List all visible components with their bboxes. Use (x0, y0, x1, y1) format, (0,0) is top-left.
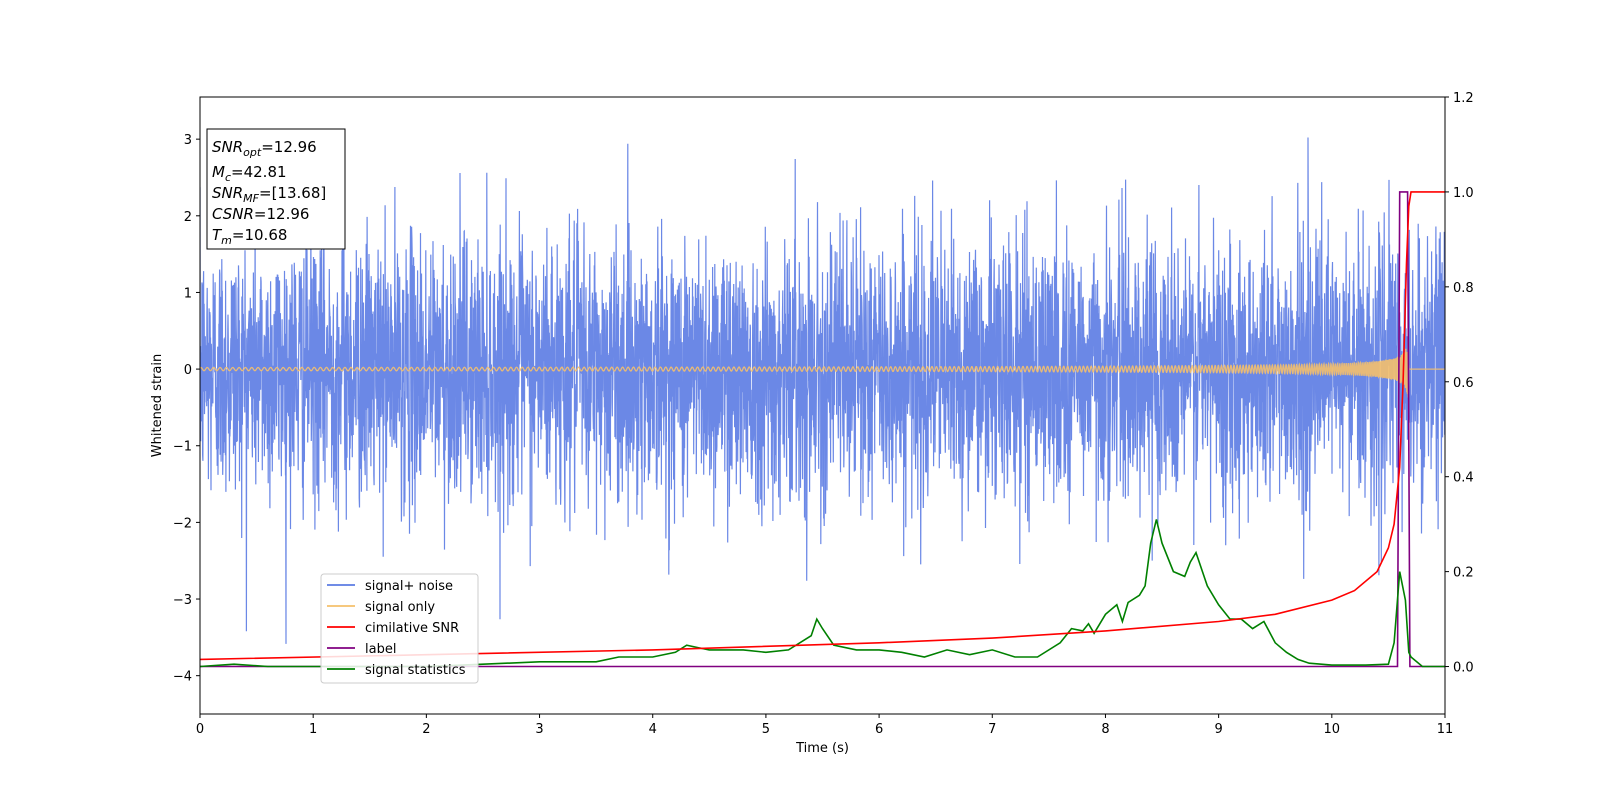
y-tick-label: 1 (184, 286, 192, 301)
y2-tick-label: 1.0 (1453, 186, 1474, 201)
x-axis-title: Time (s) (795, 741, 849, 756)
y2-tick-label: 0.0 (1453, 661, 1474, 676)
legend-frame (320, 573, 479, 684)
info-box-frame (206, 128, 346, 250)
info-box-line: Mc=42.81 (212, 163, 287, 184)
legend-label: signal only (365, 600, 435, 615)
series-line-signal-noise (200, 137, 1445, 644)
y2-tick-label: 0.8 (1453, 281, 1474, 296)
x-tick-label: 8 (1101, 722, 1109, 737)
series-line-signal-statistics (200, 519, 1445, 668)
x-tick-label: 1 (309, 722, 317, 737)
y-tick-label: 0 (184, 363, 192, 378)
y-axis-title: Whitened strain (150, 354, 165, 457)
legend-label: signal statistics (365, 663, 466, 678)
x-tick-label: 2 (422, 722, 430, 737)
x-tick-label: 5 (762, 722, 770, 737)
y2-tick-label: 0.2 (1453, 566, 1474, 581)
series-line-label (200, 191, 1445, 668)
legend-label: signal+ noise (365, 579, 453, 594)
x-tick-label: 4 (649, 722, 657, 737)
y-tick-label: −3 (173, 593, 192, 608)
x-tick-label: 10 (1324, 722, 1341, 737)
series-line-cumulative-snr (200, 191, 1445, 661)
info-box: SNRopt=12.96 Mc=42.81SNRMF=[13.68]CSNR=12… (206, 128, 346, 250)
legend-label: cimilative SNR (365, 621, 459, 636)
x-tick-label: 0 (196, 722, 204, 737)
x-tick-label: 11 (1437, 722, 1454, 737)
y-tick-label: −1 (173, 440, 192, 455)
x-tick-label: 3 (535, 722, 543, 737)
series-line-signal-only (200, 341, 1445, 398)
legend-label: label (365, 642, 396, 657)
x-tick-label: 9 (1214, 722, 1222, 737)
y-tick-label: 2 (184, 210, 192, 225)
y2-tick-label: 0.4 (1453, 471, 1474, 486)
info-box-line: CSNR=12.96 (212, 205, 309, 223)
info-box-line: SNRMF=[13.68] (212, 184, 326, 205)
series-group (200, 137, 1445, 668)
x-tick-label: 7 (988, 722, 996, 737)
x-tick-label: 6 (875, 722, 883, 737)
plot-frame (199, 96, 1446, 715)
y-tick-label: −4 (173, 670, 192, 685)
y2-tick-label: 0.6 (1453, 376, 1474, 391)
info-box-line: SNRopt=12.96 (212, 138, 317, 159)
info-box-line: Tm=10.68 (212, 226, 287, 247)
y-tick-label: 3 (184, 133, 192, 148)
y-tick-label: −2 (173, 516, 192, 531)
y2-tick-label: 1.2 (1453, 91, 1474, 106)
legend: signal+ noise signal only cimilative SNR la… (320, 573, 479, 684)
